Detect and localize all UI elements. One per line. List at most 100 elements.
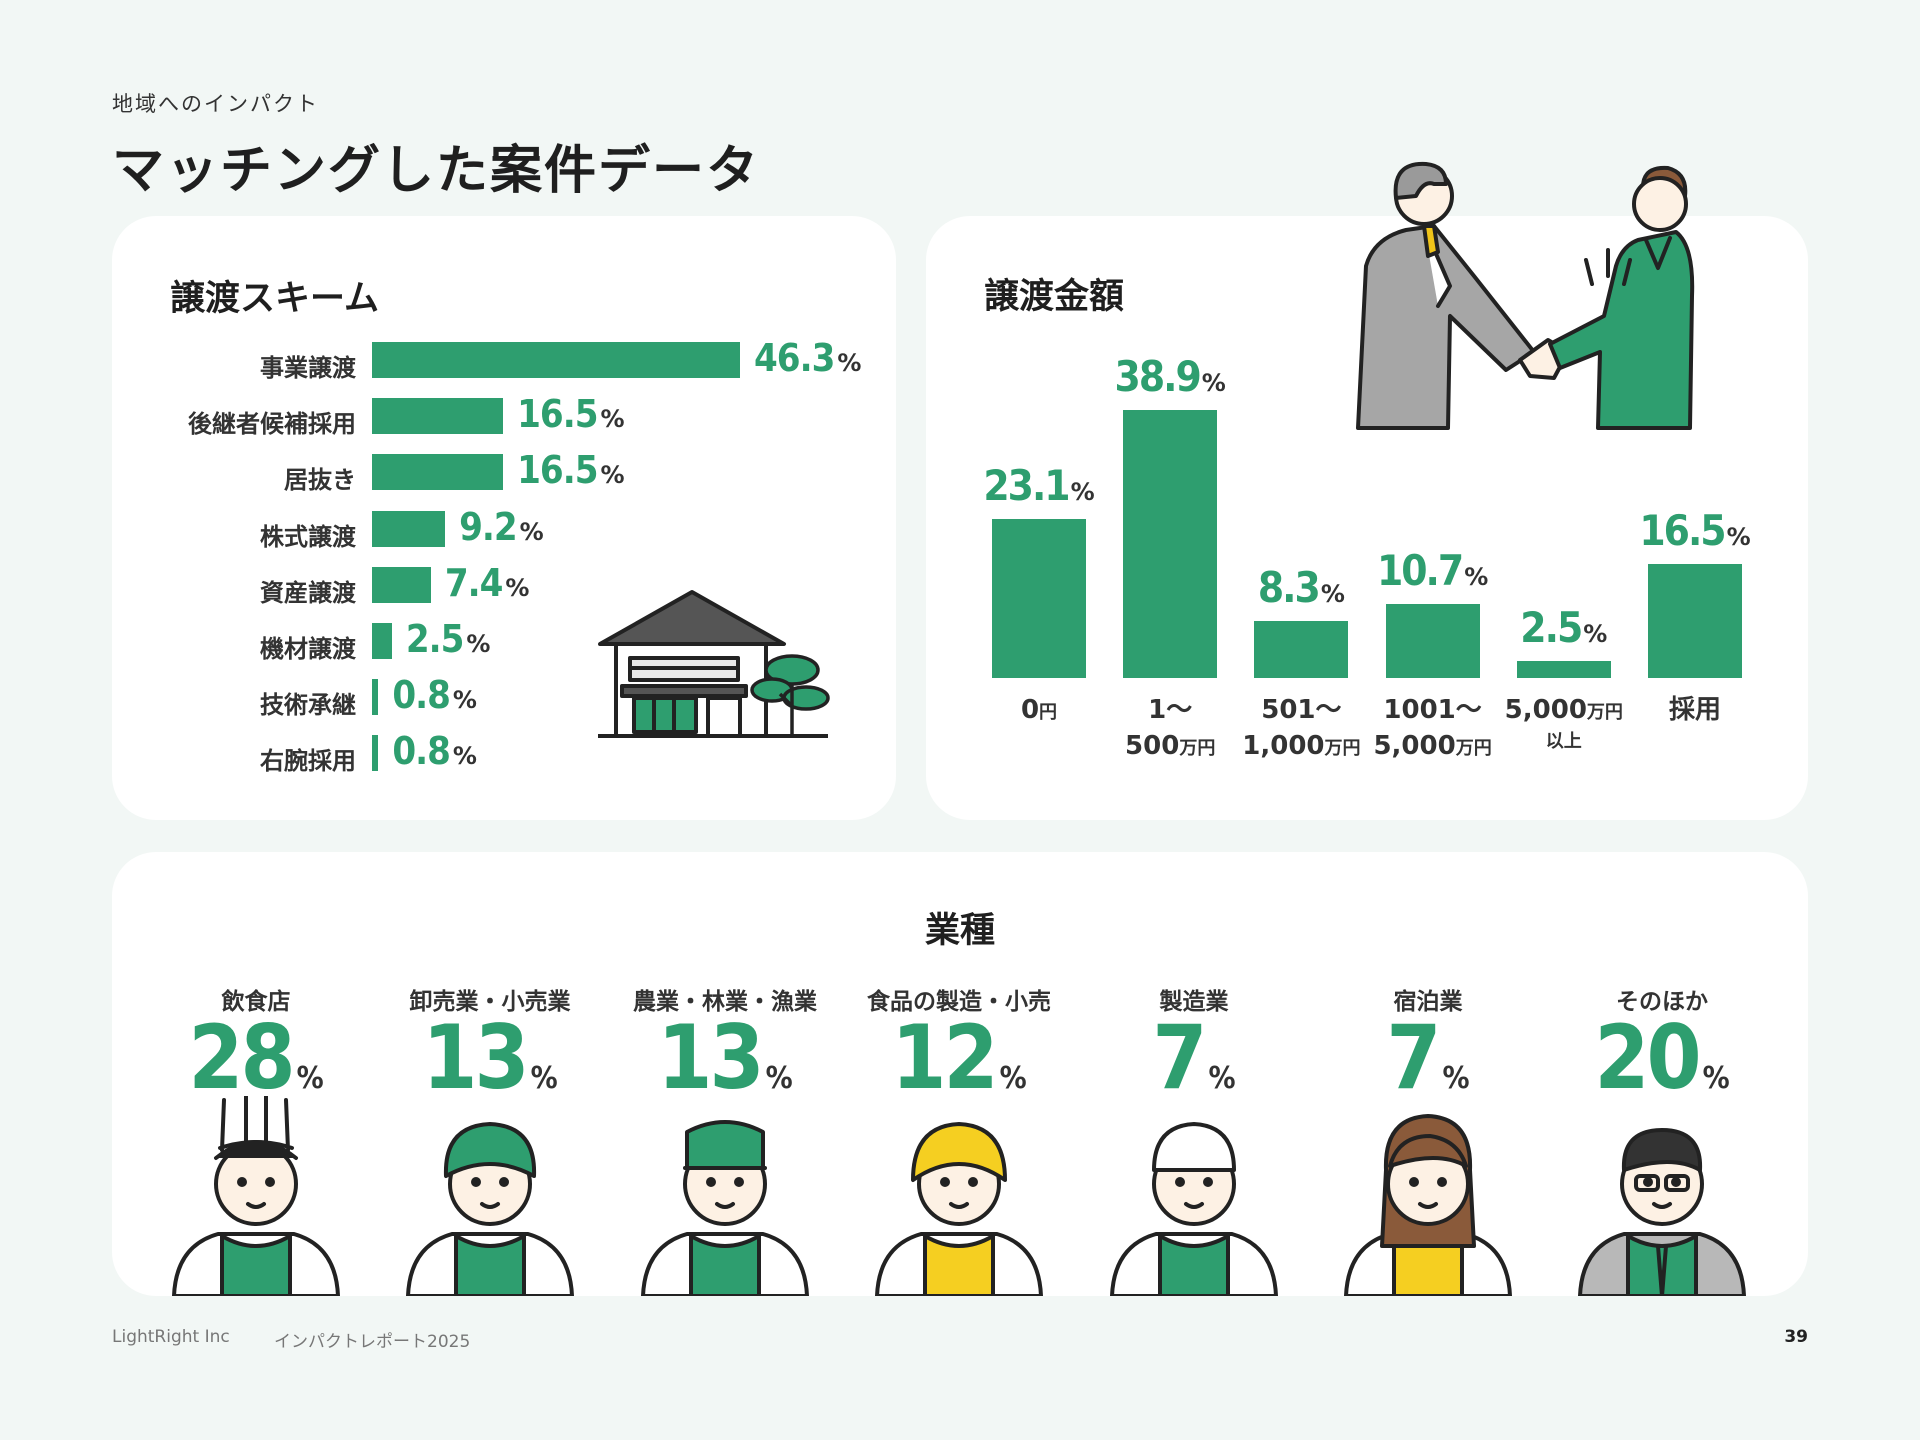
industry-category-label: 農業・林業・漁業 — [633, 989, 817, 1015]
amount-value-number: 38.9 — [1114, 352, 1202, 401]
scheme-value-number: 0.8 — [392, 729, 451, 774]
amount-bar — [1648, 564, 1742, 678]
businessman-avatar-icon — [1578, 1128, 1746, 1296]
scheme-value-number: 7.4 — [444, 560, 504, 605]
industry-category-label: 食品の製造・小売 — [867, 989, 1051, 1015]
scheme-value-label: 46.3% — [754, 336, 861, 380]
industry-value-unit: % — [1208, 1061, 1236, 1096]
industry-chart-title: 業種 — [924, 911, 995, 951]
scheme-value-unit: % — [466, 630, 491, 658]
scheme-bar — [372, 623, 392, 659]
industry-value-unit: % — [530, 1061, 558, 1096]
industry-value-label: 7% — [1308, 1014, 1548, 1102]
amount-value-label: 8.3% — [1214, 563, 1388, 612]
amount-category-unit: 円 — [1039, 702, 1058, 723]
industry-value-unit: % — [765, 1061, 793, 1096]
amount-category-line1: 1001～ — [1346, 692, 1520, 728]
scheme-value-label: 0.8% — [392, 673, 477, 717]
scheme-category-label: 事業譲渡 — [260, 354, 356, 382]
amount-value-number: 2.5 — [1520, 602, 1583, 652]
amount-value-unit: % — [1464, 563, 1489, 592]
industry-value-unit: % — [1702, 1061, 1730, 1096]
amount-bar — [1385, 604, 1480, 678]
page-title: マッチングした案件データ — [112, 141, 761, 201]
amount-value-label: 16.5% — [1608, 506, 1782, 555]
amount-bar — [1516, 660, 1611, 678]
amount-value-unit: % — [1201, 369, 1226, 397]
industry-value-number: 7 — [1386, 1006, 1441, 1109]
industry-category-label: 飲食店 — [221, 989, 291, 1015]
footer-company: LightRight Inc — [112, 1327, 230, 1347]
farmer-avatar-icon — [641, 1120, 809, 1296]
scheme-category-label: 技術承継 — [260, 691, 356, 720]
amount-value-number: 16.5 — [1639, 506, 1726, 556]
industry-value-label: 12% — [839, 1014, 1079, 1102]
amount-value-number: 10.7 — [1376, 546, 1464, 596]
scheme-bar — [372, 342, 740, 378]
amount-value-label: 23.1% — [952, 461, 1126, 510]
scheme-value-unit: % — [505, 573, 530, 602]
amount-value-unit: % — [1583, 619, 1608, 648]
scheme-bar — [372, 454, 504, 491]
scheme-value-unit: % — [837, 349, 862, 377]
industry-value-number: 13 — [422, 1006, 529, 1109]
shop-clerk-avatar-icon — [406, 1122, 574, 1296]
amount-bar — [992, 518, 1086, 678]
section-eyebrow: 地域へのインパクト — [112, 92, 319, 116]
industry-value-label: 20% — [1542, 1014, 1782, 1102]
amount-value-number: 8.3 — [1257, 562, 1321, 612]
chef-avatar-icon — [172, 1096, 340, 1296]
scheme-value-unit: % — [452, 686, 477, 715]
amount-category-line2-number: 5,000 — [1373, 731, 1456, 761]
amount-category-main: 5,000 — [1504, 695, 1587, 725]
amount-value-number: 23.1 — [983, 460, 1070, 510]
scheme-bar — [372, 398, 504, 435]
amount-category-main: 1001～ — [1383, 695, 1482, 725]
handshake-icon — [1356, 161, 1695, 430]
amount-bar — [1123, 410, 1218, 678]
amount-category-label: 採用 — [1608, 692, 1782, 728]
scheme-value-unit: % — [452, 742, 477, 771]
industry-value-unit: % — [296, 1061, 324, 1096]
page-number: 39 — [1784, 1327, 1808, 1347]
amount-category-unit: 万円 — [1586, 702, 1623, 723]
amount-category-label: 1001～ 5,000万円 — [1346, 692, 1520, 767]
industry-value-unit: % — [1442, 1061, 1470, 1096]
scheme-value-label: 2.5% — [406, 617, 491, 661]
scheme-value-number: 2.5 — [405, 617, 465, 661]
amount-category-label: 501～ 1,000万円 — [1214, 692, 1388, 767]
amount-category-line2: 5,000万円 — [1346, 728, 1520, 767]
scheme-value-number: 46.3 — [754, 336, 835, 380]
amount-chart-title: 譲渡金額 — [984, 277, 1125, 317]
scheme-chart-title: 譲渡スキーム — [170, 279, 379, 319]
amount-category-line2-unit: 万円 — [1324, 738, 1361, 759]
amount-category-line2-number: 500 — [1125, 731, 1180, 761]
scheme-value-number: 9.2 — [459, 504, 518, 549]
amount-category-line1: 採用 — [1608, 692, 1782, 728]
industry-value-label: 28% — [136, 1014, 376, 1102]
scheme-bar — [372, 735, 379, 772]
amount-category-line2-unit: 万円 — [1179, 738, 1216, 759]
scheme-value-unit: % — [600, 461, 625, 490]
industry-value-number: 12 — [891, 1006, 998, 1109]
scheme-value-label: 16.5% — [517, 448, 624, 492]
scheme-value-unit: % — [519, 517, 544, 546]
industry-value-label: 13% — [370, 1014, 610, 1102]
house-tree-icon — [598, 590, 830, 738]
scheme-value-label: 0.8% — [392, 729, 477, 773]
industry-value-label: 13% — [605, 1014, 845, 1102]
scheme-value-number: 0.8 — [392, 673, 451, 718]
industry-value-unit: % — [999, 1061, 1027, 1096]
amount-value-label: 38.9% — [1083, 352, 1257, 401]
industry-value-number: 7 — [1152, 1006, 1207, 1109]
amount-category-sub: 以上 — [1545, 731, 1582, 752]
scheme-category-label: 株式譲渡 — [260, 522, 356, 551]
scheme-category-label: 後継者候補採用 — [188, 410, 356, 439]
amount-category-line2: 500万円 — [1083, 728, 1257, 767]
amount-category-line1: 0円 — [952, 692, 1126, 731]
amount-category-line2: 1,000万円 — [1214, 728, 1388, 767]
amount-bar — [1254, 620, 1349, 678]
food-maker-avatar-icon — [875, 1122, 1043, 1296]
amount-category-line2-unit: 万円 — [1455, 738, 1492, 759]
scheme-category-label: 居抜き — [284, 466, 356, 495]
